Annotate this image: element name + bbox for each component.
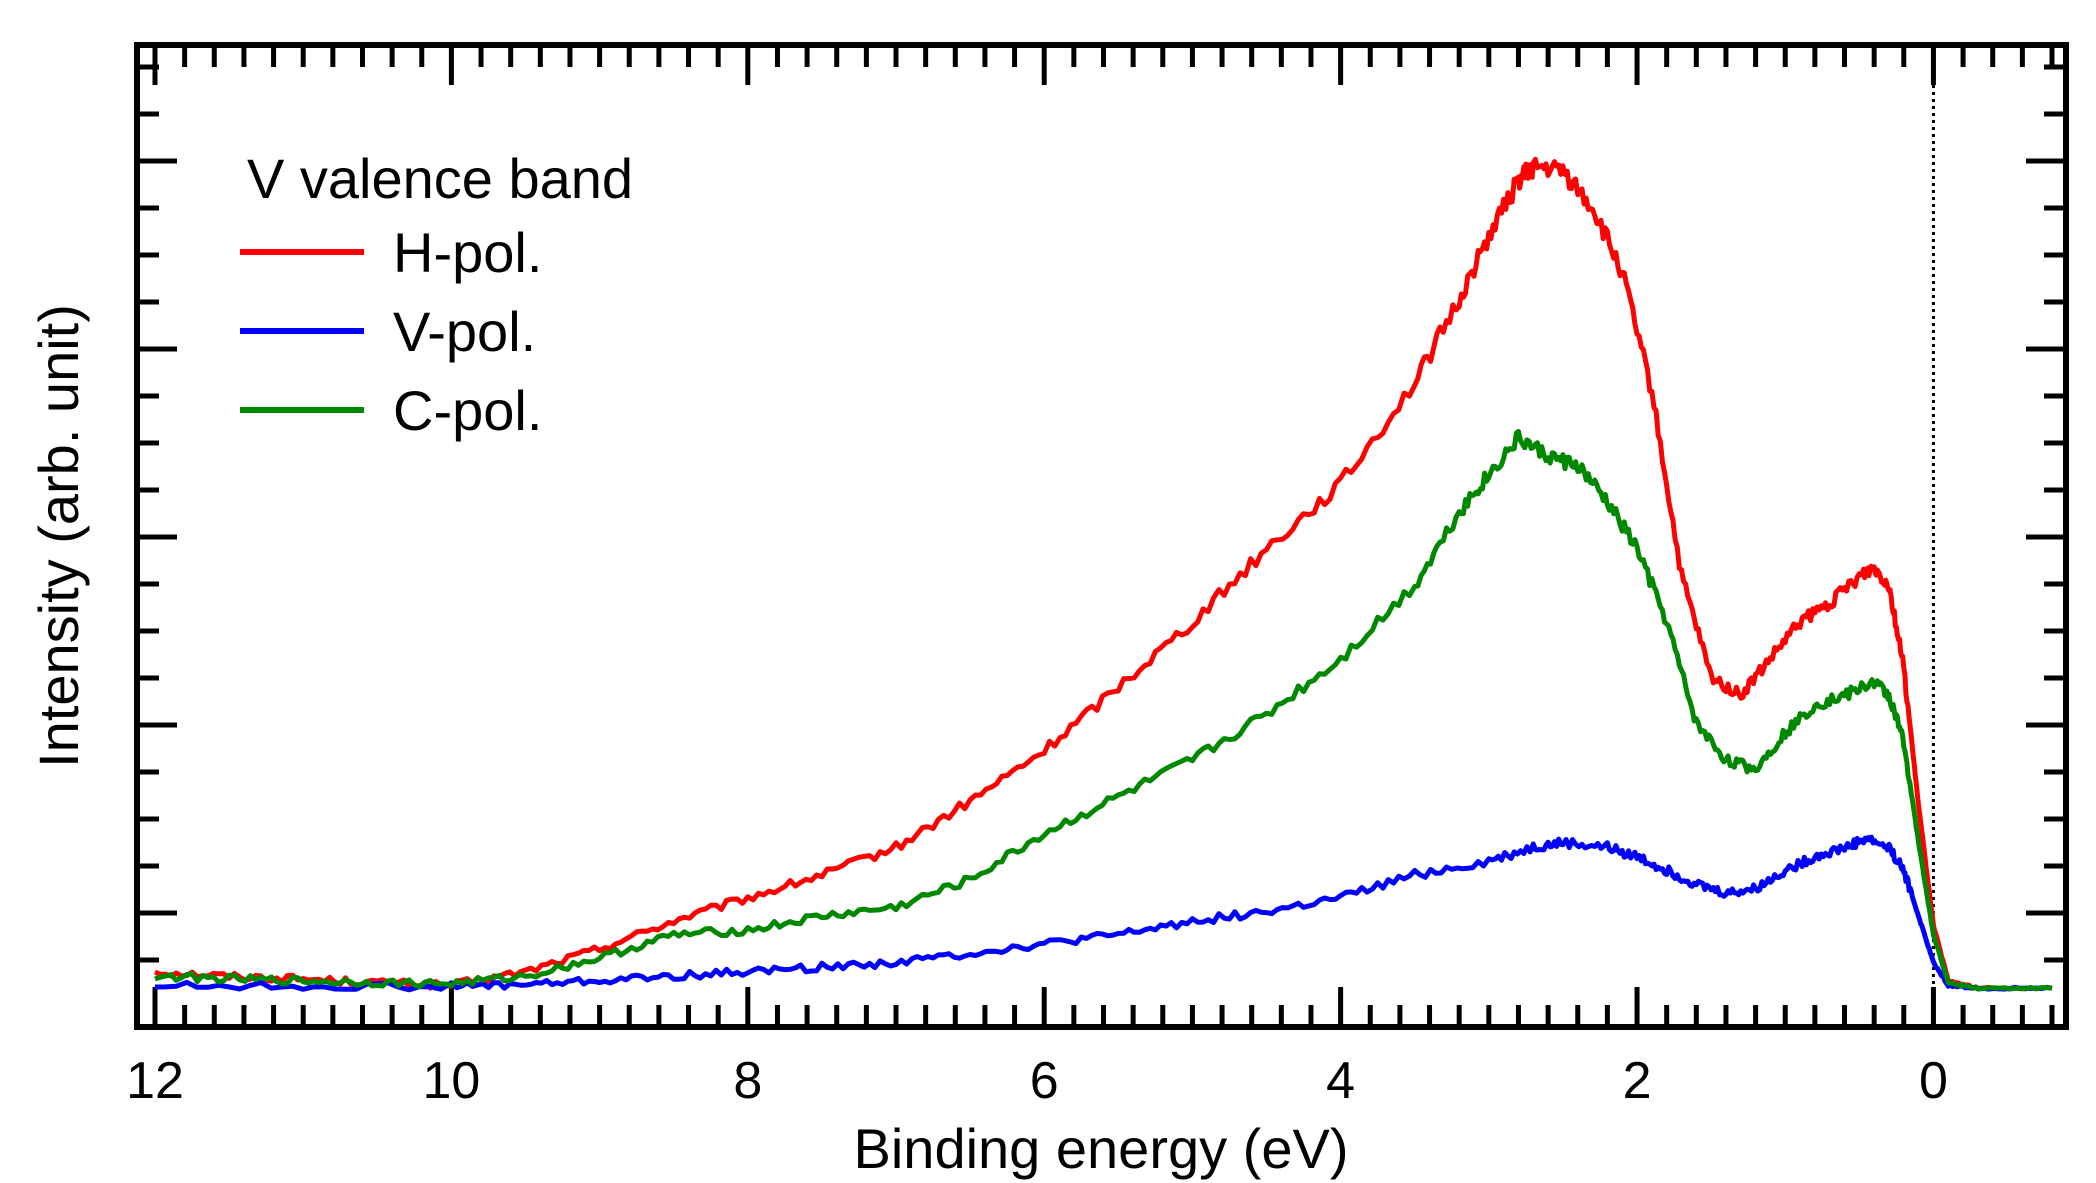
x-tick-label: 2 <box>1623 1052 1652 1110</box>
x-axis-title: Binding energy (eV) <box>854 1117 1349 1180</box>
x-tick-label: 0 <box>1919 1052 1948 1110</box>
x-tick-labels: 12 10 8 6 4 2 0 <box>126 1052 1948 1110</box>
legend-label: C-pol. <box>393 379 542 442</box>
x-tick-label: 6 <box>1030 1052 1059 1110</box>
x-tick-label: 4 <box>1326 1052 1355 1110</box>
y-axis-title: Intensity (arb. unit) <box>27 304 90 768</box>
series-line-c-pol <box>154 429 2053 992</box>
axis-ticks <box>137 45 2066 1027</box>
series-line-v-pol <box>154 834 2053 993</box>
x-tick-label: 8 <box>733 1052 762 1110</box>
legend-label: H-pol. <box>393 221 542 284</box>
series-group <box>154 156 2053 993</box>
x-tick-label: 12 <box>126 1052 184 1110</box>
legend-label: V-pol. <box>393 300 536 363</box>
x-tick-label: 10 <box>422 1052 480 1110</box>
series-line-h-pol <box>154 156 2053 992</box>
legend-title: V valence band <box>247 147 633 210</box>
legend: V valence band H-pol. V-pol. C-pol. <box>240 147 633 442</box>
